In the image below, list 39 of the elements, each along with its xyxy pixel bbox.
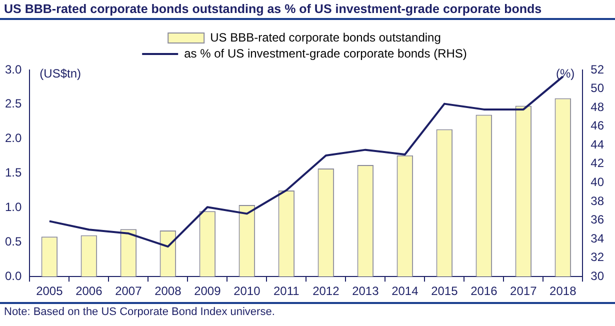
x-tick-label: 2018 xyxy=(550,284,577,298)
x-tick-label: 2014 xyxy=(392,284,419,298)
x-tick-label: 2011 xyxy=(274,284,300,298)
x-tick-label: 2006 xyxy=(76,284,103,298)
y2-tick-label: 30 xyxy=(590,268,604,283)
y2-tick-label: 40 xyxy=(590,175,604,190)
x-tick-label: 2012 xyxy=(312,284,340,298)
y-tick-label: 1.5 xyxy=(4,166,22,180)
y-tick-label: 1.0 xyxy=(4,200,22,214)
chart-title: US BBB-rated corporate bonds outstanding as % of US investment-grade corporate bonds xyxy=(0,0,615,20)
y-axis-title: (US$tn) xyxy=(40,66,82,80)
y2-tick-label: 50 xyxy=(590,81,604,96)
y-tick-label: 2.5 xyxy=(4,96,22,111)
legend-label: as % of US investment-grade corporate bonds (RHS) xyxy=(184,46,467,60)
x-tick-label: 2009 xyxy=(194,284,222,298)
y2-tick-label: 44 xyxy=(590,137,604,152)
y-tick-label: 3.0 xyxy=(4,62,22,76)
y2-tick-label: 34 xyxy=(590,231,604,246)
y2-tick-label: 52 xyxy=(590,62,604,76)
x-tick-label: 2005 xyxy=(36,284,64,298)
y2-tick-label: 42 xyxy=(590,156,604,170)
y2-tick-label: 38 xyxy=(590,194,604,208)
x-tick-label: 2017 xyxy=(510,284,538,298)
y2-tick-label: 48 xyxy=(590,100,604,114)
text: Note: Based on the US Corporate Bond Index universe. xyxy=(0,302,615,320)
x-tick-label: 2013 xyxy=(352,284,380,298)
y-tick-label: 0.0 xyxy=(4,268,22,283)
y-tick-label: 0.5 xyxy=(4,234,22,248)
y2-axis-title: (%) xyxy=(556,66,575,80)
x-tick-label: 2007 xyxy=(115,284,142,298)
y2-tick-label: 46 xyxy=(590,118,604,133)
x-tick-label: 2010 xyxy=(234,284,261,298)
x-tick-label: 2015 xyxy=(431,284,458,298)
y2-tick-label: 32 xyxy=(590,250,604,264)
legend-label: US BBB-rated corporate bonds outstanding xyxy=(210,30,441,44)
x-tick-label: 2008 xyxy=(154,284,182,298)
y-tick-label: 2.0 xyxy=(4,131,22,146)
x-tick-label: 2016 xyxy=(470,284,498,298)
y2-tick-label: 36 xyxy=(590,212,604,227)
